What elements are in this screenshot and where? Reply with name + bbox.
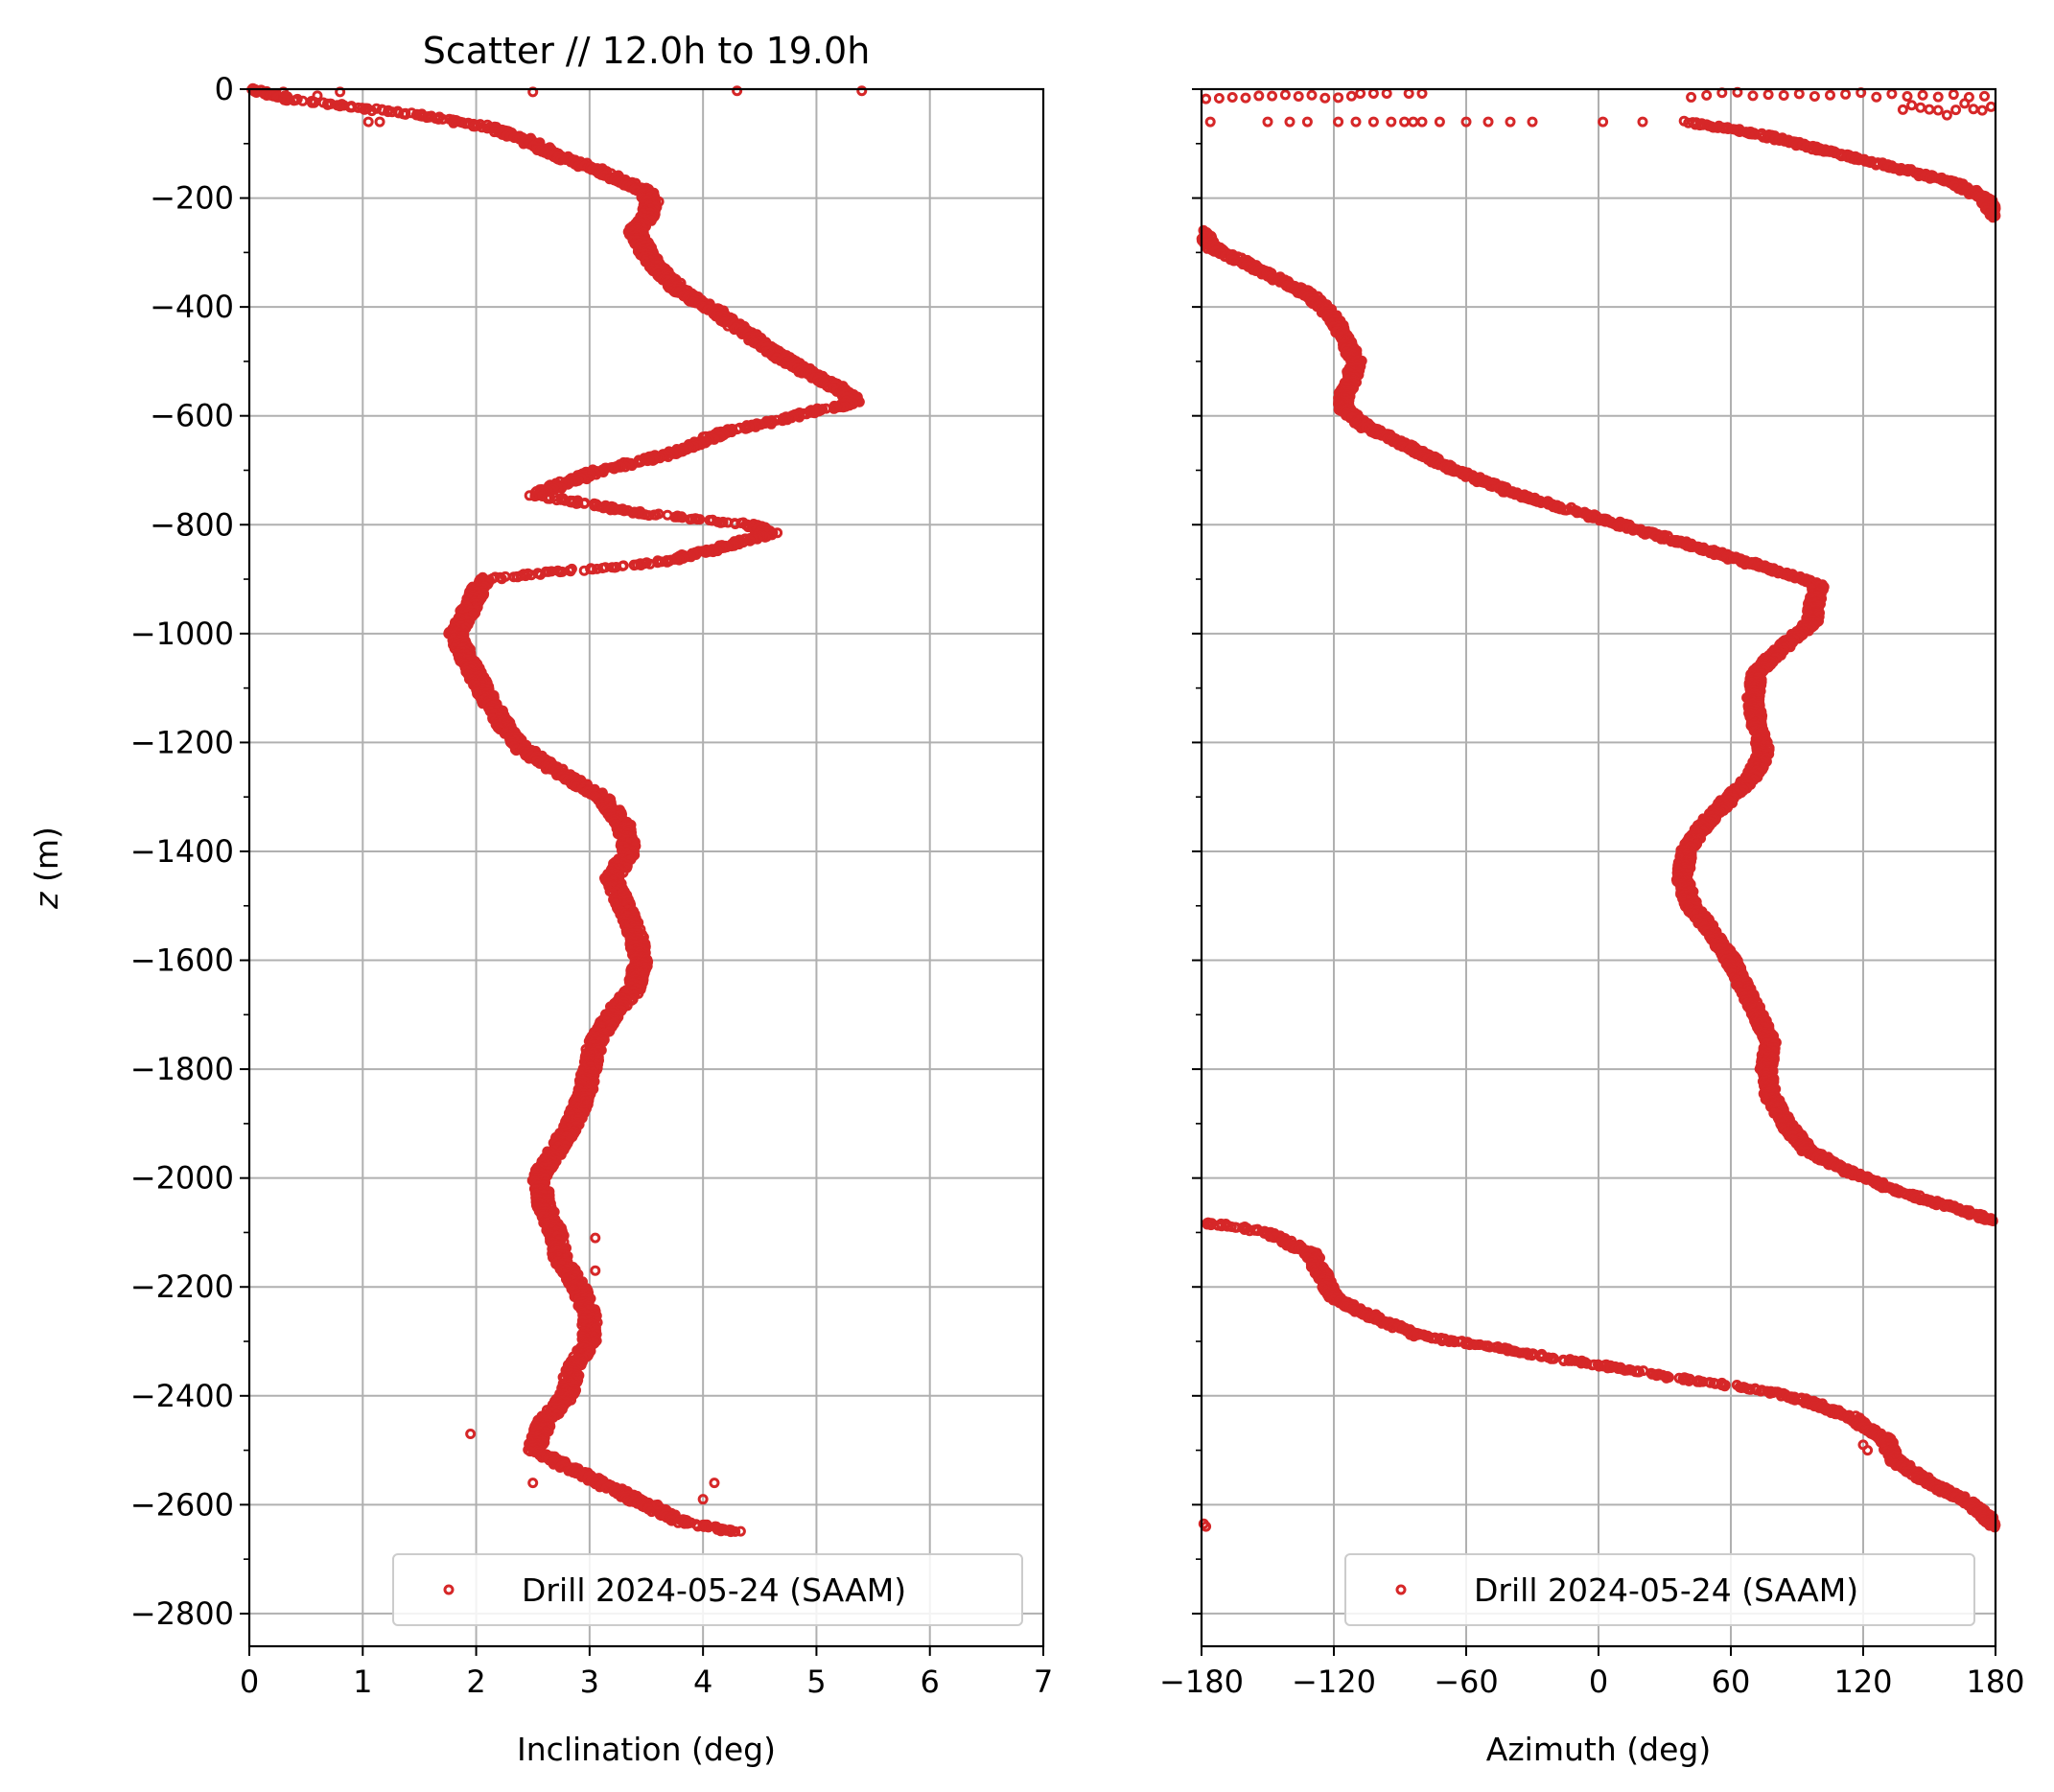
- data-point: [437, 113, 449, 125]
- data-point: [717, 516, 729, 527]
- y-tick-label: −1000: [130, 616, 234, 652]
- data-point: [596, 563, 608, 573]
- data-point: [627, 507, 639, 519]
- data-points: [246, 82, 868, 1538]
- y-tick-label: −1400: [130, 833, 234, 870]
- y-tick-label: −2400: [130, 1378, 234, 1414]
- data-point: [730, 519, 741, 529]
- y-tick-label: −2000: [130, 1160, 234, 1197]
- data-point: [555, 154, 567, 166]
- x-tick-label: 2: [466, 1664, 485, 1700]
- data-point: [383, 106, 394, 118]
- y-tick-label: −2600: [130, 1486, 234, 1523]
- azimuth-panel: −180 −120 −60 0 60 120 180 Azimuth (deg) Drill…: [1159, 86, 2025, 1768]
- data-point: [644, 558, 656, 570]
- data-point: [691, 514, 703, 525]
- y-tick-label: −2200: [130, 1268, 234, 1305]
- x-tick-label: 6: [921, 1664, 940, 1700]
- data-point: [525, 570, 537, 581]
- y-tick-label: −800: [150, 506, 234, 543]
- y-tick-label: −600: [150, 398, 234, 434]
- data-point: [777, 415, 788, 427]
- y-tick-label: −1600: [130, 943, 234, 979]
- y-tick-label: −200: [150, 180, 234, 217]
- data-point: [650, 509, 662, 521]
- data-point: [535, 569, 547, 580]
- data-point: [432, 113, 444, 125]
- x-axis-label: Inclination (deg): [517, 1731, 776, 1768]
- data-point: [540, 763, 551, 775]
- data-point: [512, 571, 524, 583]
- legend: Drill 2024-05-24 (SAAM): [392, 1553, 1023, 1626]
- data-point: [673, 511, 685, 523]
- y-tick-label: 0: [215, 71, 234, 107]
- y-tick-label: −1800: [130, 1051, 234, 1087]
- chart-title: Scatter // 12.0h to 19.0h: [423, 30, 871, 72]
- data-point: [530, 490, 542, 501]
- data-point: [366, 105, 378, 117]
- data-point: [378, 105, 388, 116]
- data-point: [344, 102, 356, 113]
- data-point: [573, 160, 585, 172]
- x-tick-label: 0: [240, 1664, 259, 1700]
- x-tick-label: 3: [580, 1664, 599, 1700]
- data-point: [578, 498, 590, 509]
- data-point: [589, 500, 600, 512]
- x-tick-label: 7: [1034, 1664, 1053, 1700]
- legend-label: Drill 2024-05-24 (SAAM): [522, 1571, 906, 1609]
- x-tick-label: 4: [693, 1664, 712, 1700]
- data-point: [546, 566, 557, 577]
- data-point: [578, 565, 590, 576]
- data-point: [609, 562, 620, 573]
- x-tick-label: 5: [806, 1664, 826, 1700]
- data-point: [700, 547, 712, 558]
- y-tick-label: −400: [150, 289, 234, 325]
- data-point: [628, 560, 640, 571]
- y-axis-label: z (m): [28, 826, 65, 910]
- inclination-panel: 0 1 2 3 4 5 6 7 0 −200 −400 −600 −800 −1000 −1200 −140…: [28, 30, 1053, 1768]
- x-tick-label: 1: [353, 1664, 372, 1700]
- y-tick-label: −2800: [130, 1595, 234, 1632]
- y-tick-label: −1200: [130, 724, 234, 760]
- plot-area: [249, 89, 1043, 1646]
